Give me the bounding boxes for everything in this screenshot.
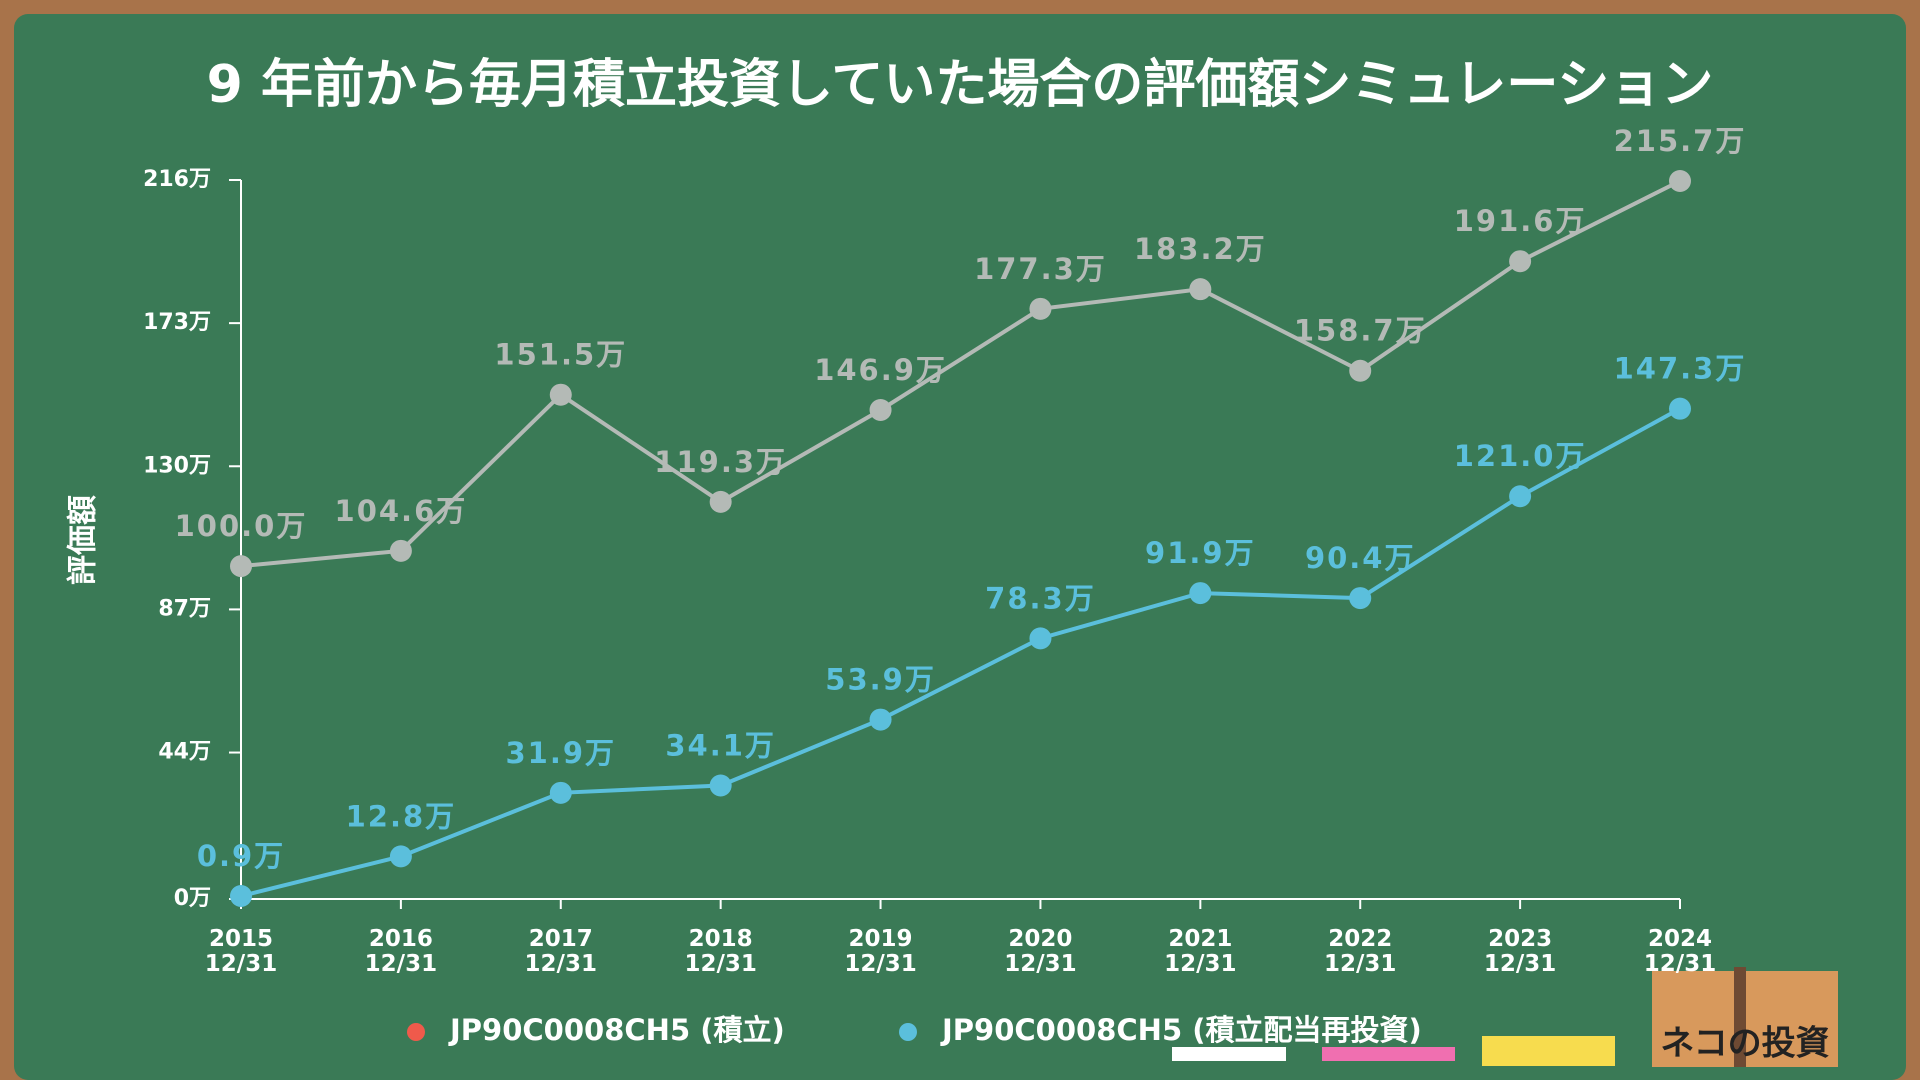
chalk-white — [1172, 1047, 1286, 1061]
x-tick-label: 2019 12/31 — [844, 926, 917, 977]
x-tick-label: 2016 12/31 — [364, 926, 438, 977]
y-tick-label: 87万 — [158, 596, 211, 621]
data-point — [549, 781, 572, 804]
data-point — [1189, 582, 1212, 605]
y-tick-label: 44万 — [158, 740, 211, 765]
value-label: 121.0万 — [1454, 439, 1587, 473]
value-label: 91.9万 — [1145, 536, 1256, 570]
value-label: 78.3万 — [985, 581, 1096, 615]
value-label: 104.6万 — [335, 494, 468, 528]
data-point — [549, 383, 572, 406]
data-point — [389, 539, 412, 562]
value-label: 147.3万 — [1614, 352, 1747, 386]
data-point — [1669, 169, 1691, 192]
value-label: 0.9万 — [197, 839, 285, 873]
x-tick-label: 2024 12/31 — [1643, 926, 1717, 977]
x-tick-label: 2018 12/31 — [684, 926, 757, 977]
value-label: 158.7万 — [1294, 314, 1427, 348]
y-tick-label: 130万 — [143, 453, 211, 478]
y-tick-label: 173万 — [143, 310, 211, 335]
chart-title: 9 年前から毎月積立投資していた場合の評価額シミュレーション — [207, 55, 1714, 115]
data-point — [1509, 485, 1532, 508]
data-point — [869, 708, 892, 731]
legend-label: JP90C0008CH5 (積立) — [448, 1013, 785, 1047]
data-point — [1669, 397, 1691, 420]
value-label: 177.3万 — [974, 252, 1107, 286]
value-label: 53.9万 — [825, 663, 936, 697]
data-point — [389, 845, 412, 868]
x-tick-label: 2017 12/31 — [524, 926, 597, 977]
chalkboard — [14, 14, 1906, 1080]
legend-label: JP90C0008CH5 (積立配当再投資) — [940, 1013, 1422, 1047]
data-point — [1029, 297, 1052, 320]
data-point — [869, 399, 892, 422]
value-label: 12.8万 — [346, 799, 457, 833]
value-label: 151.5万 — [494, 338, 627, 372]
x-tick-label: 2015 12/31 — [204, 926, 278, 977]
chalk-yellow — [1482, 1036, 1615, 1066]
data-point — [1349, 587, 1372, 610]
chalk-pink — [1322, 1047, 1455, 1061]
x-tick-label: 2023 12/31 — [1483, 926, 1557, 977]
data-point — [1349, 359, 1372, 382]
value-label: 100.0万 — [175, 509, 308, 543]
value-label: 119.3万 — [654, 445, 787, 479]
data-point — [230, 555, 252, 578]
series-line — [240, 406, 1681, 898]
data-point — [1189, 278, 1212, 301]
value-label: 191.6万 — [1454, 204, 1587, 238]
data-point — [709, 490, 732, 513]
value-label: 146.9万 — [814, 353, 947, 387]
y-tick-label: 0万 — [174, 886, 211, 911]
value-label: 31.9万 — [505, 736, 616, 770]
x-tick-label: 2020 12/31 — [1004, 926, 1077, 977]
logo-band — [1734, 967, 1746, 1067]
x-tick-label: 2021 12/31 — [1164, 926, 1237, 977]
legend-marker — [407, 1023, 425, 1041]
x-tick-label: 2022 12/31 — [1324, 926, 1397, 977]
legend-marker — [899, 1023, 917, 1041]
series-line — [240, 179, 1681, 569]
value-label: 215.7万 — [1614, 124, 1747, 158]
data-point — [709, 774, 732, 797]
value-label: 34.1万 — [665, 728, 776, 762]
value-label: 183.2万 — [1134, 232, 1267, 266]
y-tick-label: 216万 — [143, 167, 211, 192]
data-point — [1509, 250, 1532, 273]
y-axis-label: 評価額 — [66, 495, 101, 585]
data-point — [1029, 627, 1052, 650]
value-label: 90.4万 — [1305, 541, 1416, 575]
brand: ネコの投資 — [1660, 1024, 1829, 1064]
data-point — [230, 885, 252, 908]
